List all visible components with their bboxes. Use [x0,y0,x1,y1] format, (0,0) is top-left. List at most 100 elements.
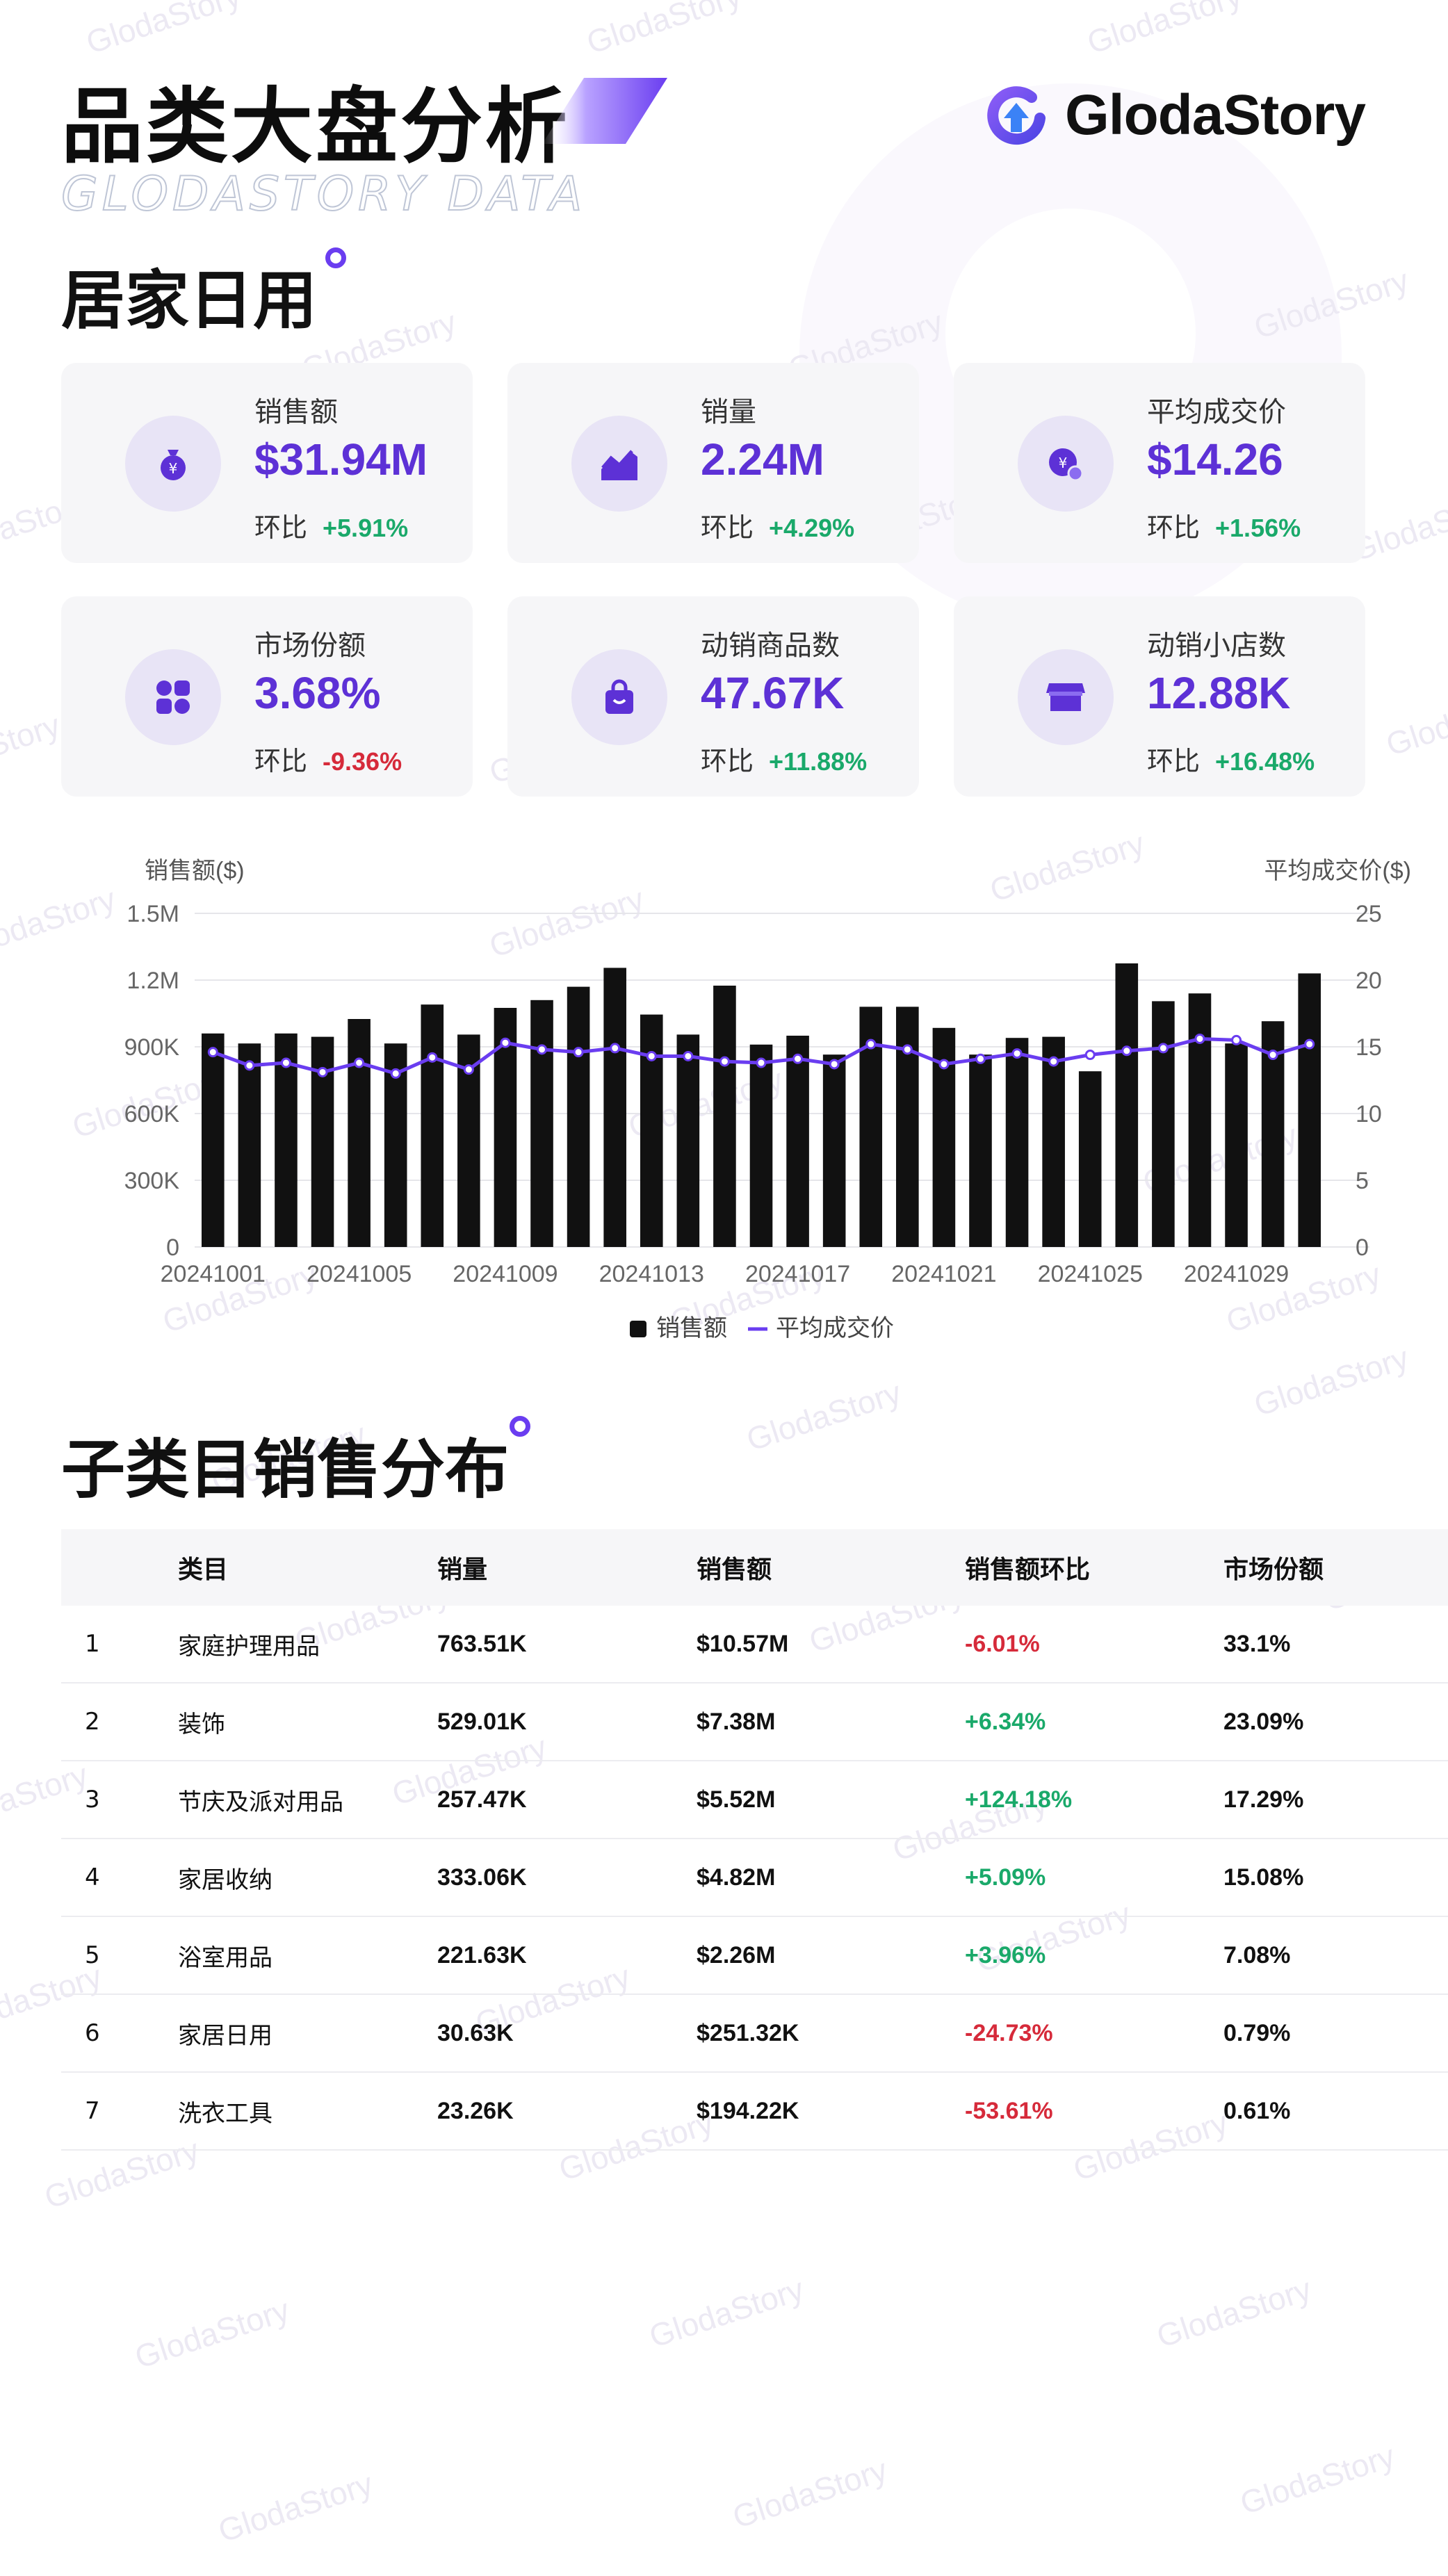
point-avg-price-20241001 [207,1047,218,1058]
kpi-mom-value: +11.88% [769,747,868,776]
header-category[interactable]: 类目 [178,1556,229,1584]
bar-sales-20241020 [896,1006,919,1247]
watermark-text: GlodaStory [644,2270,808,2355]
kpi-value: $14.26 [1147,434,1283,484]
legend-label-sales: 销售额 [656,1315,727,1342]
svg-text:¥: ¥ [1059,455,1068,471]
bar-sales-20241014 [676,1034,700,1247]
row-market-share: 0.61% [1223,2097,1291,2124]
bar-sales-20241029 [1225,1043,1248,1247]
point-avg-price-20241024 [1048,1056,1059,1067]
y-tick-label-left: 0 [166,1234,179,1261]
table-row[interactable]: 3 节庆及派对用品 257.47K $5.52M +124.18% 17.29% [61,1761,1448,1839]
y-tick-label-left: 1.5M [127,901,179,927]
bar-sales-20241022 [969,1054,992,1247]
table-row[interactable]: 5 浴室用品 221.63K $2.26M +3.96% 7.08% [61,1917,1448,1995]
y-tick-label-right: 10 [1356,1101,1382,1127]
kpi-value: $31.94M [254,434,428,484]
point-avg-price-20241017 [792,1053,804,1064]
point-avg-price-20241025 [1084,1050,1096,1061]
table-row[interactable]: 6 家居日用 30.63K $251.32K -24.73% 0.79% [61,1995,1448,2073]
watermark-text: GlodaStory [1082,0,1246,61]
bar-sales-20241016 [749,1044,773,1247]
table-row[interactable]: 1 家庭护理用品 763.51K $10.57M -6.01% 33.1% [61,1606,1448,1684]
kpi-mom-value: +1.56% [1215,514,1301,542]
x-tick-label: 20241029 [1184,1261,1289,1287]
point-avg-price-20241008 [463,1064,474,1075]
point-avg-price-20241012 [610,1043,621,1054]
x-tick-label: 20241013 [599,1261,704,1287]
row-rank: 6 [85,2019,100,2047]
row-volume: 30.63K [437,2019,514,2046]
point-avg-price-20241013 [646,1050,657,1061]
row-market-share: 15.08% [1223,1864,1304,1891]
header-market-share[interactable]: 市场份额 [1223,1556,1324,1584]
point-avg-price-20241028 [1194,1033,1205,1044]
row-sales: $194.22K [697,2097,799,2124]
row-category: 家居日用 [178,2021,272,2050]
bar-sales-20241007 [421,1004,444,1247]
kpi-mom-label: 环比 [1147,746,1201,776]
y-axis-label-right: 平均成交价($) [1264,858,1411,884]
watermark-text: GlodaStory [582,0,746,61]
header-sales-mom[interactable]: 销售额环比 [965,1556,1091,1584]
x-tick-label: 20241009 [453,1261,558,1287]
watermark-text: GlodaStory [1381,678,1448,763]
table-row[interactable]: 7 洗衣工具 23.26K $194.22K -53.61% 0.61% [61,2073,1448,2151]
row-rank: 7 [85,2097,100,2125]
y-tick-label-right: 5 [1356,1168,1369,1194]
y-tick-label-left: 1.2M [127,968,179,994]
kpi-card: ¥ 销售额 $31.94M 环比 +5.91% [61,363,473,563]
row-rank: 5 [85,1941,100,1969]
row-volume: 257.47K [437,1786,527,1813]
row-market-share: 0.79% [1223,2019,1291,2046]
row-market-share: 23.09% [1223,1708,1304,1735]
watermark-text: GlodaStory [1152,2270,1316,2355]
category-title: 居家日用 [61,263,318,338]
kpi-label: 销量 [701,396,756,428]
point-avg-price-20241010 [537,1044,548,1055]
kpi-card: 销量 2.24M 环比 +4.29% [507,363,919,563]
glodastory-logo-icon [987,86,1046,145]
store-icon [1018,649,1114,745]
point-avg-price-20241007 [427,1052,438,1063]
kpi-mom: 环比 +11.88% [701,740,867,778]
kpi-mom-label: 环比 [701,746,754,776]
sales-chart: 销售额($) 平均成交价($) 0 300K 600K 900K 1.2M 1.5M 0 5 10 1… [124,858,1411,1342]
header-sales[interactable]: 销售额 [697,1556,772,1584]
row-market-share: 17.29% [1223,1786,1304,1813]
svg-text:¥: ¥ [169,460,178,477]
y-tick-label-right: 25 [1356,901,1382,927]
kpi-label: 平均成交价 [1147,396,1286,428]
subcategory-title-dot [510,1416,530,1437]
row-category: 家庭护理用品 [178,1632,320,1661]
row-category: 洗衣工具 [178,2099,272,2128]
point-avg-price-20241026 [1121,1045,1132,1057]
point-avg-price-20241014 [683,1050,694,1061]
y-tick-label-right: 0 [1356,1234,1369,1261]
subcategory-table: 类目 销量 销售额 销售额环比 市场份额 1 家庭护理用品 763.51K $10.5… [61,1529,1448,2151]
kpi-mom-label: 环比 [254,512,308,543]
row-sales-mom: -6.01% [965,1630,1040,1657]
row-category: 装饰 [178,1710,225,1738]
kpi-card: ¥ 平均成交价 $14.26 环比 +1.56% [954,363,1365,563]
bar-sales-20241031 [1298,973,1321,1247]
kpi-mom: 环比 +5.91% [254,506,408,544]
kpi-mom-value: +5.91% [323,514,409,542]
kpi-value: 2.24M [701,434,824,484]
watermark-text: GlodaStory [728,2451,892,2536]
kpi-mom-value: +4.29% [769,514,855,542]
table-row[interactable]: 2 装饰 529.01K $7.38M +6.34% 23.09% [61,1684,1448,1761]
point-avg-price-20241002 [244,1060,255,1071]
point-avg-price-20241016 [756,1057,767,1068]
row-sales: $2.26M [697,1941,776,1968]
area-chart-icon [571,416,667,512]
row-category: 家居收纳 [178,1866,272,1894]
x-tick-label: 20241001 [161,1261,266,1287]
point-avg-price-20241004 [317,1066,328,1077]
table-row[interactable]: 4 家居收纳 333.06K $4.82M +5.09% 15.08% [61,1839,1448,1917]
header-volume[interactable]: 销量 [437,1556,488,1584]
row-sales-mom: -53.61% [965,2097,1053,2124]
row-rank: 1 [85,1630,100,1658]
page-title: 品类大盘分析 [61,79,571,174]
